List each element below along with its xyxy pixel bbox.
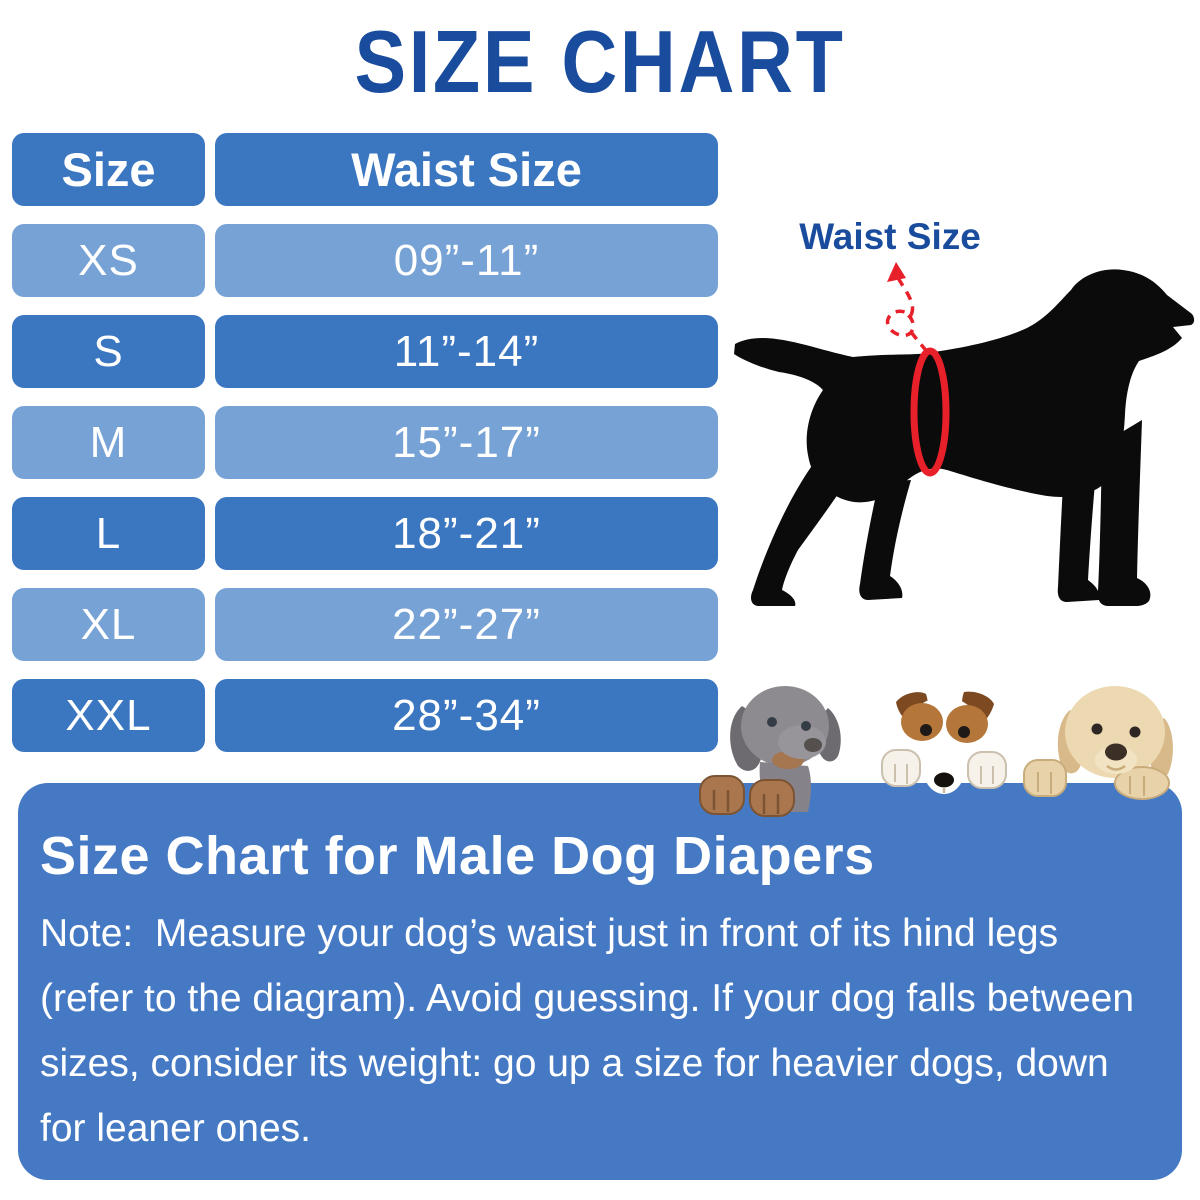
size-cell: XL bbox=[12, 588, 205, 661]
waist-cell: 22”-27” bbox=[215, 588, 718, 661]
size-cell: S bbox=[12, 315, 205, 388]
page-title: SIZE CHART bbox=[354, 12, 846, 111]
panel-note: Note: Measure your dog’s waist just in f… bbox=[40, 912, 1145, 1150]
size-table: Size Waist Size XS 09”-11” S 11”-14” M 1… bbox=[12, 133, 718, 752]
size-cell: XXL bbox=[12, 679, 205, 752]
arrow-curl-icon bbox=[885, 277, 931, 356]
waist-cell: 11”-14” bbox=[215, 315, 718, 388]
waist-column-header: Waist Size bbox=[215, 133, 718, 206]
dog-silhouette-icon bbox=[734, 269, 1195, 606]
jack-russell-puppy-icon bbox=[881, 691, 1007, 794]
info-panel: Size Chart for Male Dog Diapers Note: Me… bbox=[18, 783, 1182, 1180]
waist-cell: 09”-11” bbox=[215, 224, 718, 297]
waist-band-icon bbox=[910, 347, 950, 477]
arrowhead-icon bbox=[887, 262, 906, 282]
size-cell: L bbox=[12, 497, 205, 570]
waist-cell: 18”-21” bbox=[215, 497, 718, 570]
size-column-header: Size bbox=[12, 133, 205, 206]
panel-heading: Size Chart for Male Dog Diapers bbox=[40, 826, 875, 886]
dog-measure-diagram bbox=[734, 262, 1195, 606]
waist-size-label: Waist Size bbox=[799, 216, 981, 257]
size-cell: M bbox=[12, 406, 205, 479]
size-cell: XS bbox=[12, 224, 205, 297]
labrador-puppy-icon bbox=[1023, 686, 1173, 800]
waist-cell: 28”-34” bbox=[215, 679, 718, 752]
waist-cell: 15”-17” bbox=[215, 406, 718, 479]
gray-puppy-icon bbox=[699, 686, 841, 817]
